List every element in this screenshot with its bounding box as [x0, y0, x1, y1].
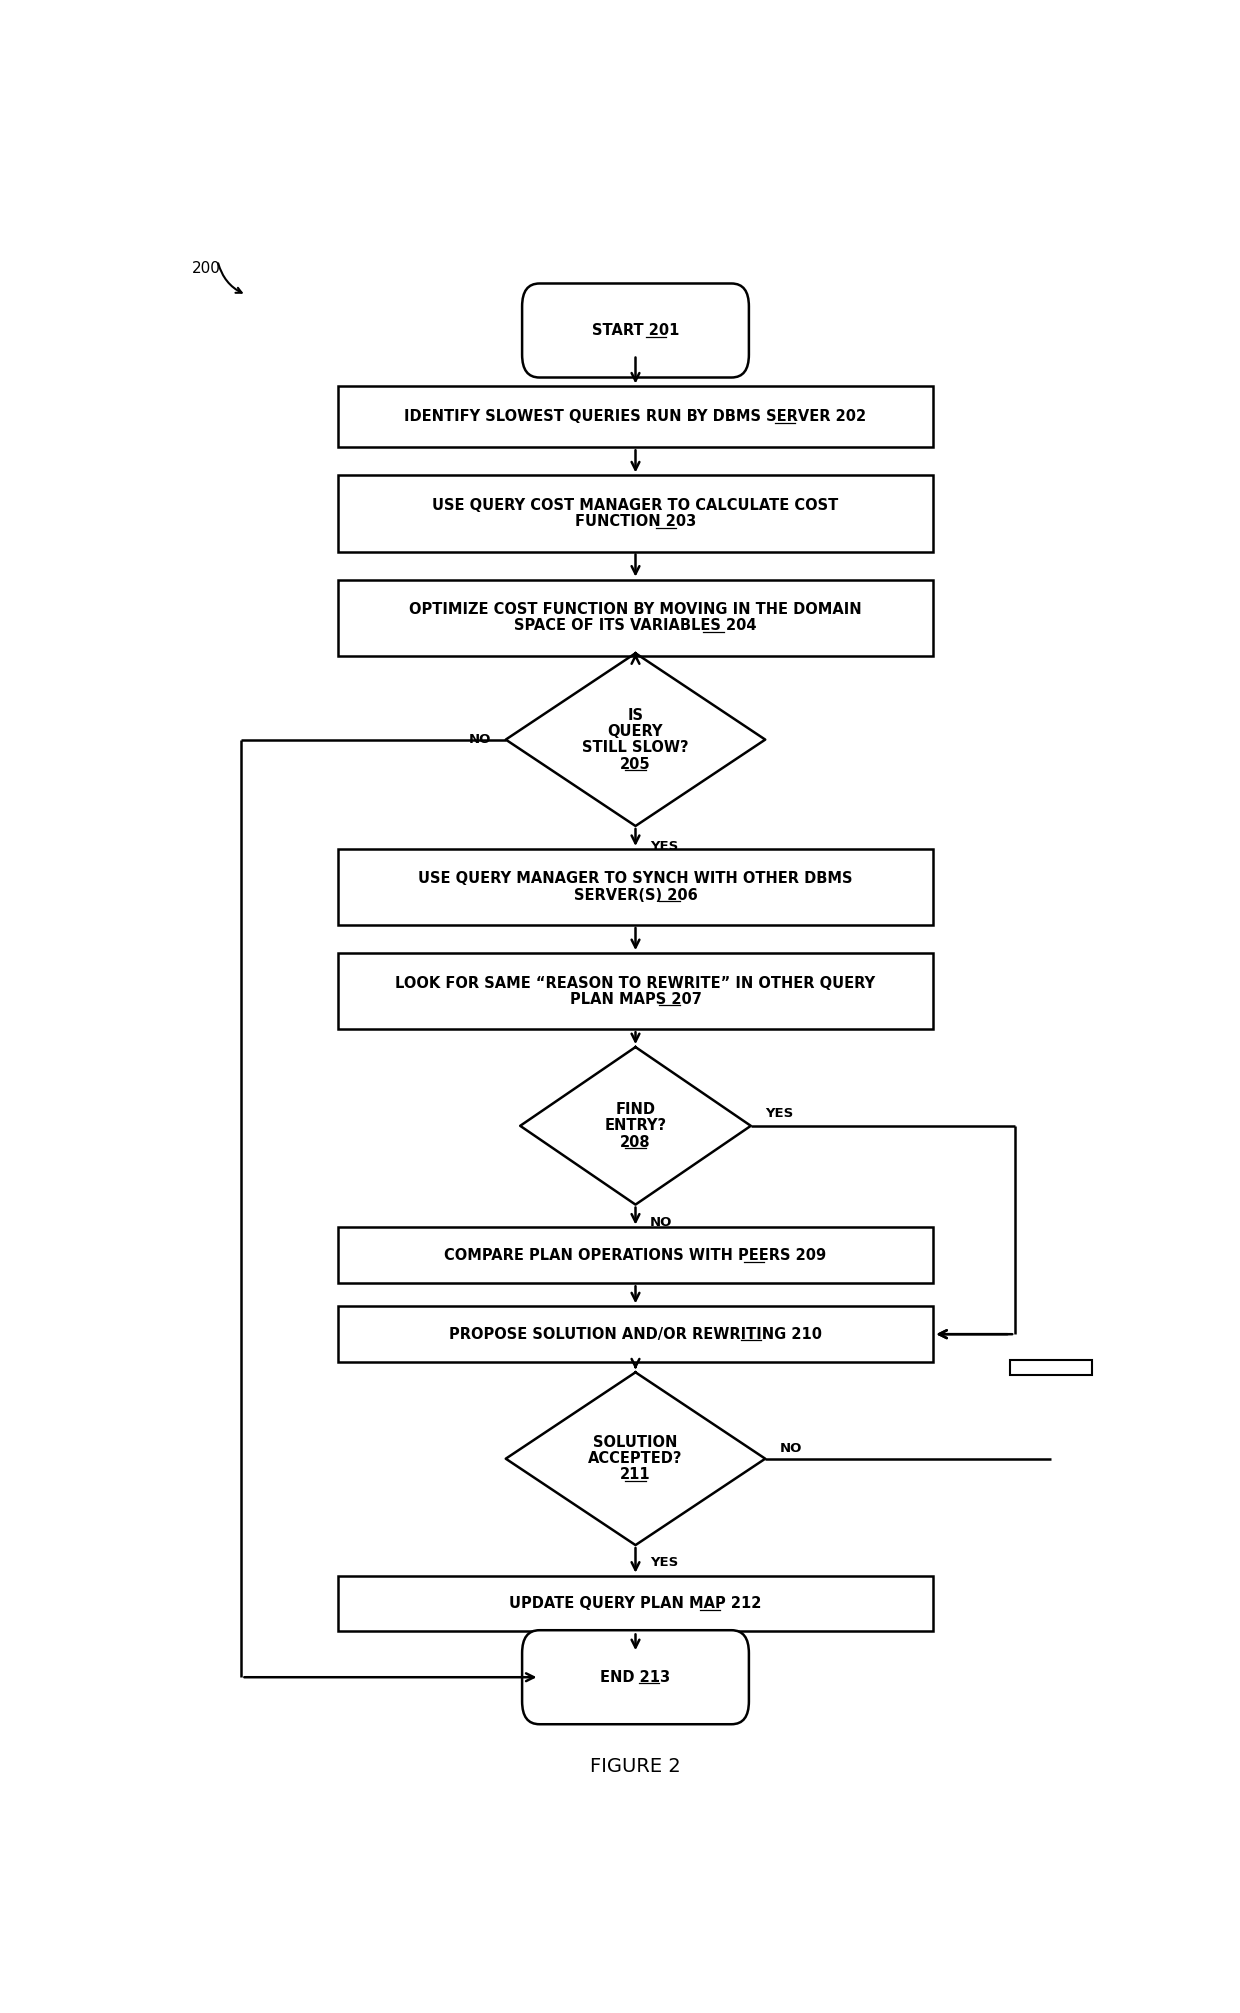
Text: NO: NO [469, 733, 491, 747]
Text: SOLUTION: SOLUTION [593, 1435, 678, 1449]
Bar [337, 1228, 934, 1284]
Bar [1011, 1359, 1092, 1375]
Text: IDENTIFY SLOWEST QUERIES RUN BY DBMS SERVER 202: IDENTIFY SLOWEST QUERIES RUN BY DBMS SER… [404, 409, 867, 425]
Bar [337, 849, 934, 926]
Text: OPTIMIZE COST FUNCTION BY MOVING IN THE DOMAIN: OPTIMIZE COST FUNCTION BY MOVING IN THE … [409, 602, 862, 618]
Text: YES: YES [765, 1107, 794, 1119]
Text: LOOK FOR SAME “REASON TO REWRITE” IN OTHER QUERY: LOOK FOR SAME “REASON TO REWRITE” IN OTH… [396, 976, 875, 990]
Bar [337, 475, 934, 552]
Bar [337, 1306, 934, 1363]
Text: START 201: START 201 [591, 322, 680, 338]
Text: QUERY: QUERY [608, 725, 663, 739]
Text: ENTRY?: ENTRY? [604, 1119, 667, 1133]
Text: FIND: FIND [615, 1101, 656, 1117]
Text: UPDATE QUERY PLAN MAP 212: UPDATE QUERY PLAN MAP 212 [510, 1596, 761, 1610]
Bar [337, 952, 934, 1029]
Text: 205: 205 [620, 757, 651, 771]
Text: IS: IS [627, 709, 644, 723]
Text: NO: NO [780, 1441, 802, 1455]
Text: 211: 211 [620, 1467, 651, 1482]
Text: YES: YES [650, 839, 678, 854]
FancyBboxPatch shape [522, 1631, 749, 1725]
Text: STILL SLOW?: STILL SLOW? [583, 741, 688, 755]
Text: SPACE OF ITS VARIABLES 204: SPACE OF ITS VARIABLES 204 [515, 618, 756, 634]
Text: SERVER(S) 206: SERVER(S) 206 [574, 888, 697, 902]
Text: YES: YES [650, 1556, 678, 1570]
Text: ACCEPTED?: ACCEPTED? [588, 1451, 683, 1465]
Text: 208: 208 [620, 1135, 651, 1149]
Bar [337, 580, 934, 656]
Text: COMPARE PLAN OPERATIONS WITH PEERS 209: COMPARE PLAN OPERATIONS WITH PEERS 209 [444, 1248, 827, 1262]
Text: 200: 200 [191, 260, 221, 276]
Text: USE QUERY MANAGER TO SYNCH WITH OTHER DBMS: USE QUERY MANAGER TO SYNCH WITH OTHER DB… [418, 872, 853, 886]
Text: FUNCTION 203: FUNCTION 203 [575, 513, 696, 529]
Text: PROPOSE SOLUTION AND/OR REWRITING 210: PROPOSE SOLUTION AND/OR REWRITING 210 [449, 1327, 822, 1343]
FancyBboxPatch shape [522, 284, 749, 378]
Text: USE QUERY COST MANAGER TO CALCULATE COST: USE QUERY COST MANAGER TO CALCULATE COST [433, 497, 838, 513]
Text: FIGURE 2: FIGURE 2 [590, 1757, 681, 1775]
Text: NO: NO [650, 1216, 672, 1228]
Bar [337, 386, 934, 447]
Bar [337, 1576, 934, 1631]
Text: PLAN MAPS 207: PLAN MAPS 207 [569, 992, 702, 1006]
Text: END 213: END 213 [600, 1669, 671, 1685]
